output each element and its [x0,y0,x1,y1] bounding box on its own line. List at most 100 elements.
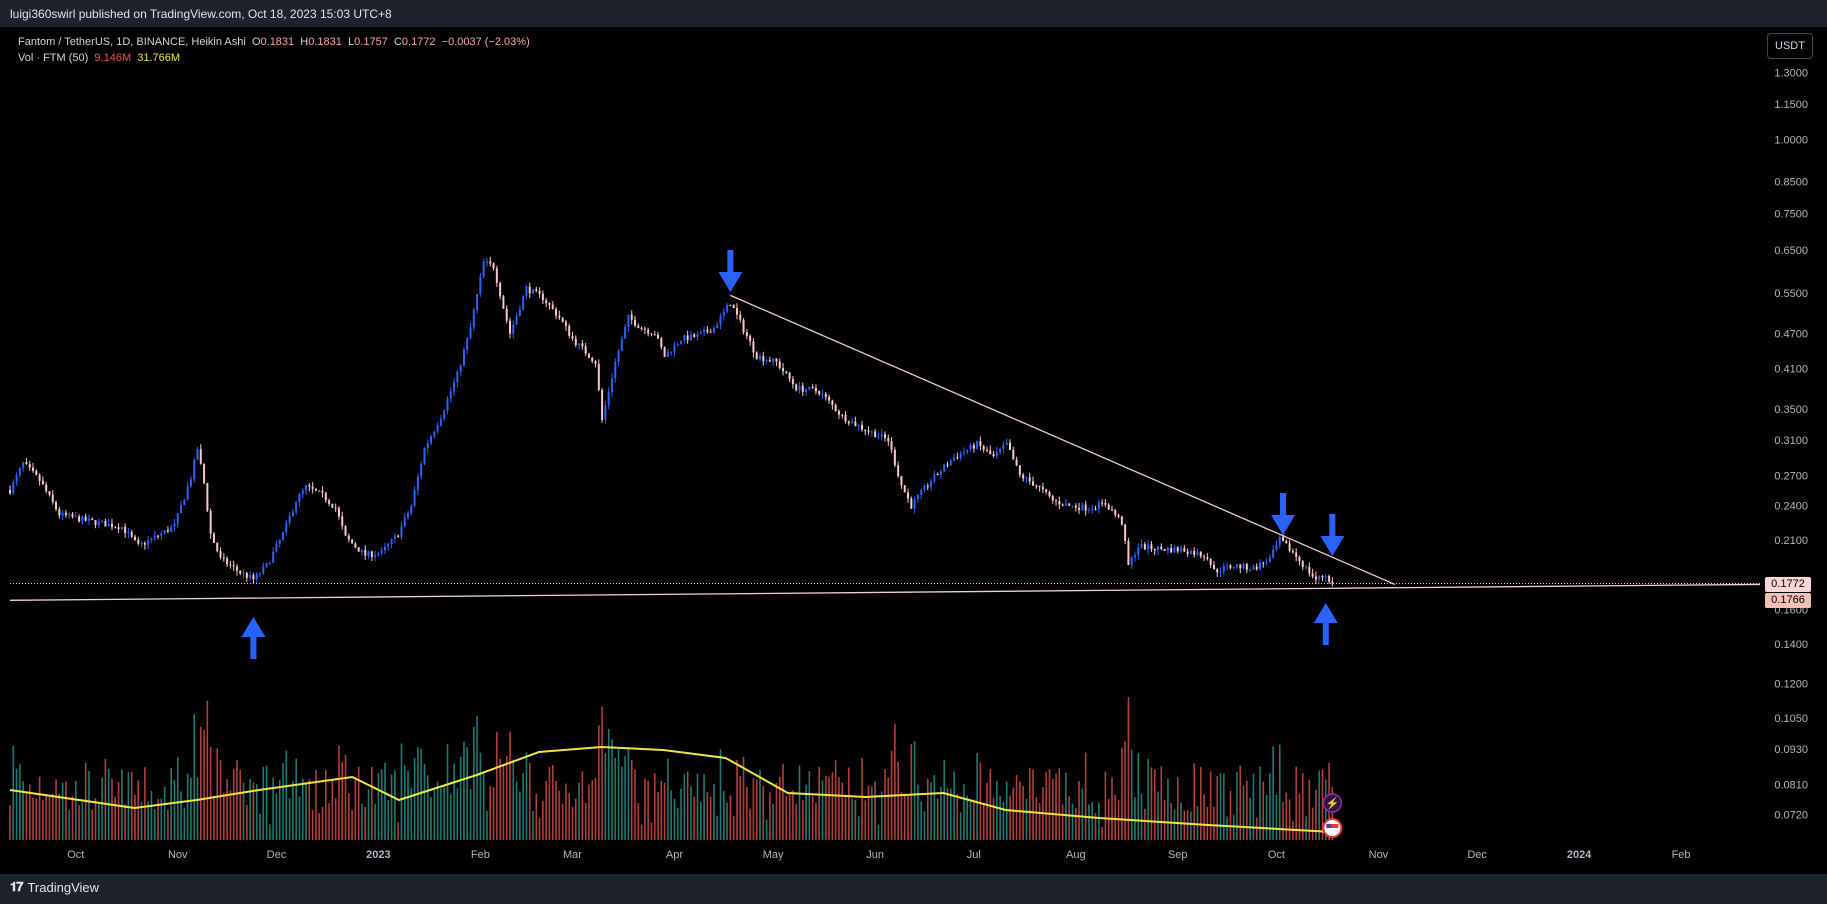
candle-body [1314,576,1317,580]
candle-body [1064,503,1067,506]
volume-bar [121,769,123,840]
volume-bar [341,762,344,840]
tradingview-logo[interactable]: 𝟏𝟕 TradingView [10,879,99,895]
volume-bar [709,796,712,840]
volume-bar [403,765,406,840]
volume-bar [1239,765,1242,840]
candle-body [446,399,449,411]
volume-title[interactable]: Vol · FTM (50) [18,52,89,64]
x-tick-label: Aug [1066,849,1086,861]
volume-bar [1074,807,1077,840]
volume-bar [28,784,31,840]
candle-body [140,542,143,544]
candle-body [640,327,643,329]
candle-body [18,468,21,476]
candle-body [1308,566,1311,574]
candle-body [759,356,761,360]
volume-bar [637,802,640,840]
candle-body [966,449,969,453]
volume-bar [986,782,988,840]
volume-bar [657,791,659,840]
candle-body [610,378,613,393]
candle-body [722,311,725,317]
candle-body [114,527,117,529]
y-tick-label: 0.4100 [1774,363,1808,375]
candle-body [265,563,268,567]
candle-body [1166,547,1169,551]
candle-body [1265,562,1268,564]
volume-bar [716,815,719,840]
volume-bar [976,752,978,840]
candle-body [479,276,482,294]
volume-bar [545,780,547,840]
candle-body [15,475,18,483]
volume-bar [913,741,916,840]
currency-button[interactable]: USDT [1767,33,1813,59]
volume-bar [1262,781,1265,840]
symbol-title[interactable]: Fantom / TetherUS, 1D, BINANCE, Heikin A… [18,36,246,48]
candle-body [466,337,469,350]
volume-bar [1012,787,1015,840]
candle-body [1278,536,1281,546]
volume-bar [542,800,544,840]
volume-bar [1002,801,1005,840]
volume-bar [334,798,337,840]
legend-series-row[interactable]: Fantom / TetherUS, 1D, BINANCE, Heikin A… [18,34,530,50]
volume-bar [640,824,643,840]
volume-bar [384,762,386,840]
chart-legend: Fantom / TetherUS, 1D, BINANCE, Heikin A… [18,34,530,66]
volume-bar [746,786,748,840]
candle-body [318,490,321,492]
volume-bar [1180,802,1182,840]
volume-bar [1315,789,1317,840]
volume-bar [94,797,97,840]
candle-body [268,562,271,564]
low-label: L [348,36,355,48]
volume-bar [249,779,251,840]
candle-body [1183,548,1186,552]
volume-bar [992,797,995,840]
volume-bar [1140,793,1143,840]
volume-bar [1167,778,1169,840]
y-tick-label: 0.2400 [1774,501,1808,513]
volume-bar [884,768,886,840]
volume-bar [354,779,357,840]
volume-bar [364,806,367,840]
candle-body [847,421,850,424]
candle-body [1186,551,1189,554]
candle-body [423,448,426,464]
y-tick-label: 0.5500 [1774,288,1808,300]
last-price-label: 0.1772 [1765,577,1811,592]
volume-bar [1028,767,1031,840]
candle-body [739,314,742,320]
volume-bar [1275,794,1278,840]
candle-body [732,305,735,309]
y-tick-label: 0.4700 [1774,328,1808,340]
volume-bar [407,770,409,840]
volume-bar [611,739,613,840]
volume-bar [295,758,297,840]
candle-body [683,335,686,341]
volume-bar [213,795,215,840]
volume-bar [236,760,238,840]
candle-body [420,463,423,477]
legend-volume-row[interactable]: Vol · FTM (50) 9.146M 31.766M [18,50,530,66]
price-chart-svg[interactable]: 1.3000 1.1500 1.0000 0.8500 0.7500 0.6500 0.55… [0,27,1827,874]
volume-bar [1209,771,1212,840]
y-tick-label: 0.0810 [1774,779,1808,791]
candle-body [48,491,51,495]
candle-body [1038,485,1041,487]
candle-body [1235,564,1238,568]
volume-bar [910,743,913,840]
candle-body [841,414,844,416]
volume-bar [759,769,761,840]
volume-bar [1308,779,1311,840]
candle-body [890,441,893,450]
volume-bar [502,766,505,840]
x-tick-label: May [763,849,784,861]
volume-bar [1134,797,1136,840]
candle-body [1176,547,1179,552]
chart-area[interactable]: 1.3000 1.1500 1.0000 0.8500 0.7500 0.6500 0.55… [0,27,1827,874]
volume-ma-line [9,745,1333,833]
volume-bar [1236,772,1238,840]
